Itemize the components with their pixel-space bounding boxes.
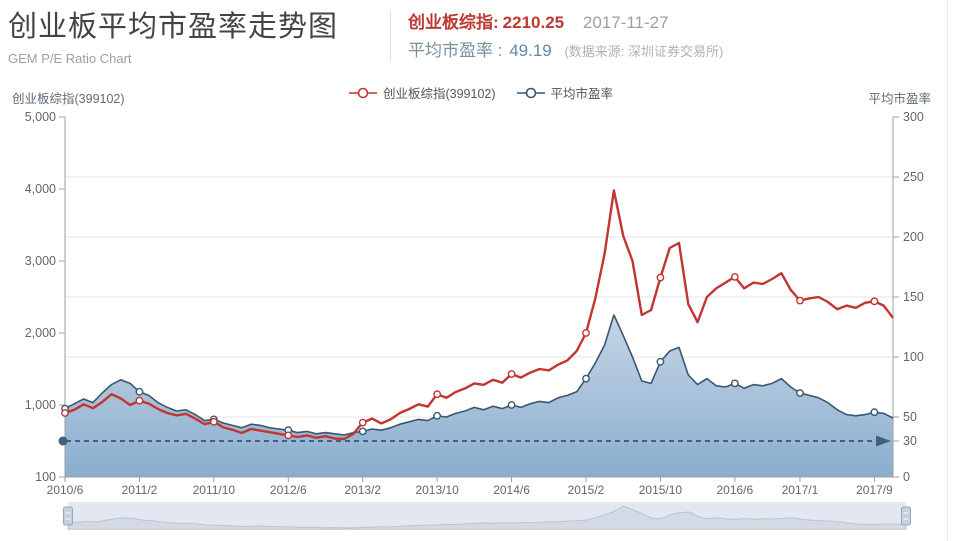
index-stat-line: 创业板综指: 2210.25 2017-11-27 [408,12,723,34]
reference-line-arrow-icon [876,435,891,447]
legend-item-index[interactable]: 创业板综指(399102) [348,83,496,102]
navigator-right-handle[interactable] [901,506,911,526]
pe-label: 平均市盈率 : [408,41,503,60]
x-axis-tick-label: 2013/10 [415,483,459,497]
index-data-marker[interactable] [582,329,590,337]
pe-data-marker[interactable] [135,387,144,396]
index-data-marker[interactable] [61,409,69,417]
right-axis-tick-label: 250 [903,170,924,184]
legend-marker-icon [516,87,545,98]
legend-label: 平均市盈率 [550,87,614,101]
pe-data-marker[interactable] [433,411,442,420]
x-axis-tick-label: 2011/10 [193,483,236,497]
pe-data-marker[interactable] [507,401,516,409]
container-right-border [947,0,948,541]
legend: 创业板综指(399102) 平均市盈率 [0,83,961,102]
pe-data-marker[interactable] [582,374,590,383]
header-stats: 创业板综指: 2210.25 2017-11-27 平均市盈率 : 49.19 (… [408,12,723,63]
reference-line-start-dot [58,436,68,446]
right-axis-tick-label: 300 [903,110,924,124]
navigator-left-handle[interactable] [63,506,73,526]
quote-date: 2017-11-27 [582,13,669,32]
header-divider [390,12,391,60]
pe-value: 49.19 [509,41,552,60]
x-axis-tick-label: 2013/2 [344,483,381,497]
pe-data-marker[interactable] [870,408,879,417]
left-axis-tick-label: 4,000 [25,182,56,196]
x-axis-tick-label: 2012/6 [270,483,307,497]
index-data-marker[interactable] [284,431,293,440]
x-axis-tick-label: 2015/10 [639,483,683,497]
legend-marker-icon [348,87,377,98]
x-axis-tick-label: 2010/6 [47,483,84,497]
index-data-marker[interactable] [870,297,879,306]
left-axis-tick-label: 5,000 [25,110,56,124]
right-axis-tick-label: 150 [903,290,924,304]
pe-data-marker[interactable] [730,379,739,388]
pe-data-marker[interactable] [358,427,367,436]
page-title: 创业板平均市盈率走势图 [8,11,339,43]
pe-stat-line: 平均市盈率 : 49.19 (数据来源: 深圳证券交易所) [408,40,723,63]
left-axis-tick-label: 1,000 [25,398,56,412]
data-source: (数据来源: 深圳证券交易所) [564,44,724,59]
index-value: 2210.25 [502,13,565,32]
index-data-marker[interactable] [730,272,739,281]
index-data-marker[interactable] [433,390,442,399]
pe-line-series [64,314,894,436]
x-axis-tick-label: 2017/9 [856,483,893,497]
index-line-series [64,189,894,441]
title-block: 创业板平均市盈率走势图 GEM P/E Ratio Chart [8,10,338,66]
index-label: 创业板综指: [408,13,499,32]
legend-item-pe[interactable]: 平均市盈率 [516,83,614,102]
x-axis-tick-label: 2015/2 [568,483,605,497]
index-data-marker[interactable] [209,417,218,426]
legend-label: 创业板综指(399102) [382,87,496,101]
left-axis-tick-label: 2,000 [25,326,56,340]
right-axis-tick-label: 200 [903,230,924,244]
x-axis-tick-label: 2017/1 [782,483,819,497]
x-axis-tick-label: 2016/6 [716,483,753,497]
index-data-marker[interactable] [358,418,367,427]
x-axis-tick-label: 2014/6 [493,483,530,497]
right-axis-tick-label: 0 [903,470,910,484]
right-axis-tick-label-30: 30 [903,434,917,448]
navigator-preview-area [67,505,907,530]
right-axis-title: 平均市盈率 [868,92,931,106]
index-data-marker[interactable] [135,396,144,405]
index-data-marker[interactable] [656,273,665,282]
x-axis-tick-label: 2011/2 [122,483,158,497]
left-axis-tick-label: 100 [35,470,56,484]
right-axis-tick-label: 50 [903,410,917,424]
pe-area-fill [65,315,893,477]
index-data-marker[interactable] [796,296,804,305]
right-axis-tick-label: 100 [903,350,924,364]
pe-data-marker[interactable] [656,357,665,366]
page-subtitle: GEM P/E Ratio Chart [8,51,132,66]
pe-data-marker[interactable] [796,389,804,397]
index-data-marker[interactable] [507,370,516,378]
left-axis-tick-label: 3,000 [25,254,56,268]
left-axis-title: 创业板综指(399102) [12,92,125,106]
